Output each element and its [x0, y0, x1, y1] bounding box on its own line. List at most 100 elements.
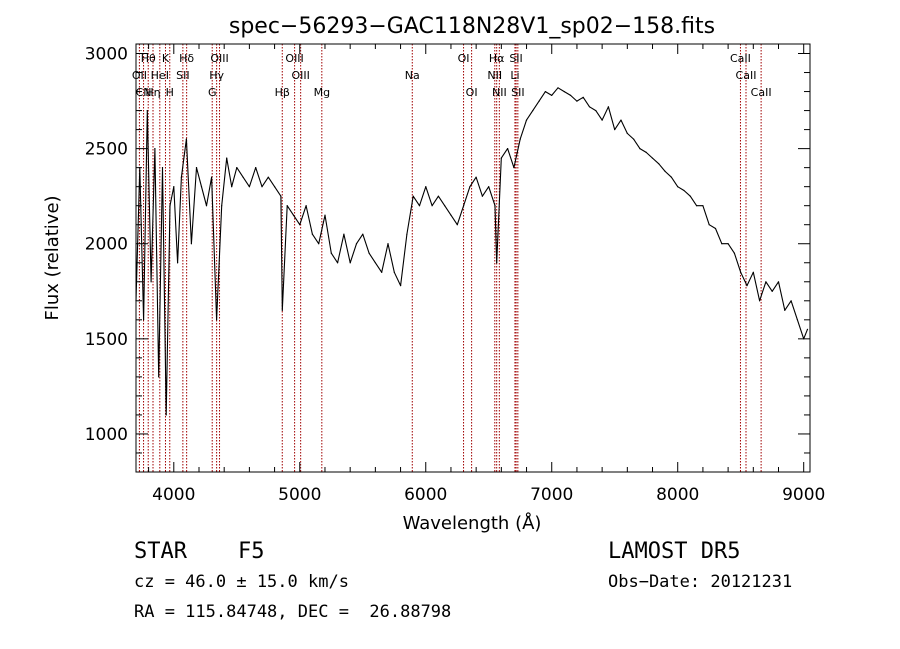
spectrum-point — [614, 129, 616, 131]
spectrum-point — [702, 205, 704, 207]
spectrum-point — [242, 176, 244, 178]
spectrum-point — [349, 262, 351, 264]
spectrum-point — [582, 96, 584, 98]
spectrum-point — [601, 119, 603, 121]
spectrum-point — [784, 309, 786, 311]
spectrum-point — [362, 233, 364, 235]
spectrum-point — [727, 243, 729, 245]
spectrum-point — [488, 186, 490, 188]
spectrum-point — [324, 214, 326, 216]
spectrum-point — [318, 243, 320, 245]
x-tick-label: 5000 — [278, 485, 321, 505]
spectrum-point — [400, 285, 402, 287]
plot-frame — [135, 43, 811, 473]
spectrum-point — [525, 119, 528, 121]
spectrum-point — [752, 271, 754, 273]
spectrum-point — [588, 106, 591, 108]
spectrum-point — [337, 262, 339, 264]
spectrum-point — [281, 309, 283, 311]
spectral-line-label: Hθ — [141, 52, 156, 65]
spectrum-point — [475, 176, 477, 178]
spectral-line-label: OII — [132, 69, 147, 82]
spectral-line-label: SII — [509, 52, 522, 65]
y-axis-label: Flux (relative) — [42, 195, 63, 320]
spectrum-point — [165, 414, 167, 416]
spectral-line-label: Na — [405, 69, 420, 82]
spectrum-point — [708, 224, 710, 226]
y-tick-label: 1500 — [85, 330, 128, 350]
spectrum-point — [343, 233, 345, 235]
spectrum-point — [777, 281, 780, 283]
x-tick-label: 7000 — [530, 485, 573, 505]
spectral-line-label: SII — [511, 86, 524, 99]
spectrum-point — [444, 205, 446, 207]
spectrum-point — [211, 176, 213, 178]
spectrum-point — [721, 243, 723, 245]
spectrum-point — [393, 271, 395, 273]
x-tick-label: 8000 — [656, 485, 699, 505]
spectrum-point — [557, 87, 559, 89]
spectrum-point — [406, 233, 408, 235]
spectrum-point — [796, 319, 799, 321]
x-axis-label: Wavelength (Å) — [403, 512, 542, 534]
spectrum-point — [507, 148, 509, 150]
spectrum-point — [261, 186, 263, 188]
spectrum-point — [551, 94, 553, 96]
spectrum-point — [689, 195, 691, 197]
spectrum-point — [154, 148, 156, 150]
y-tick-label: 2500 — [85, 140, 128, 160]
spectrum-point — [500, 157, 502, 159]
y-tick-label: 3000 — [85, 45, 128, 65]
spectrum-point — [450, 214, 452, 216]
spectrum-point — [255, 167, 257, 169]
spectrum-point — [463, 205, 465, 207]
spectrum-point — [771, 290, 773, 292]
spectrum-point — [305, 205, 307, 207]
spectrum-point — [620, 119, 622, 121]
spectral-line-label: CN — [136, 86, 152, 99]
spectral-line-label: HeI — [151, 69, 169, 82]
chart-title: spec−56293−GAC118N28V1_sp02−158.fits — [229, 14, 715, 39]
spectrum-point — [431, 205, 433, 207]
spectrum-point — [169, 205, 171, 207]
spectral-line-label: OI — [466, 86, 478, 99]
spectral-line-label: SII — [176, 69, 189, 82]
series-layer — [135, 87, 809, 416]
spectrum-point — [299, 224, 301, 226]
spectrum-point — [683, 189, 685, 192]
coordinates: RA = 115.84748, DEC = 26.88798 — [134, 602, 452, 622]
spectrum-point — [195, 167, 198, 169]
spectrum-point — [563, 91, 565, 93]
spectrum-point — [173, 186, 175, 188]
spectrum-point — [425, 186, 427, 188]
axis-ticks: 4000 5000 6000 7000 8000 9000 1000 1500 2000 2500… — [85, 44, 825, 505]
y-tick-label: 2000 — [85, 235, 128, 255]
spectrum-point — [161, 167, 164, 169]
spectral-line-label: CaII — [751, 86, 772, 99]
spectrum-point — [216, 319, 218, 321]
spectrum-point — [806, 328, 809, 330]
spectrum-point — [532, 110, 534, 112]
spectrum-point — [180, 176, 182, 178]
spectrum-point — [645, 151, 647, 153]
spectrum-point — [633, 138, 635, 140]
spectrum-point — [759, 300, 761, 302]
spectrum-point — [381, 271, 383, 273]
spectral-line-label: Hη — [145, 86, 160, 99]
spectrum-point — [670, 176, 673, 178]
spectral-line-label: OIII — [285, 52, 303, 65]
spectral-line-labels: Hθ K Hδ OIII OIII OI Hα SII CaII OII HeI SII Hγ OIII N… — [132, 52, 772, 99]
spectrum-point — [280, 195, 282, 197]
spectrum-point — [292, 214, 295, 216]
spectral-line-label: CaII — [736, 69, 757, 82]
spectrum-point — [226, 157, 228, 159]
x-tick-label: 9000 — [782, 485, 825, 505]
spectral-line-label: Hβ — [275, 86, 290, 99]
spectral-line-label: CaII — [730, 52, 751, 65]
spectrum-point — [607, 106, 610, 108]
spectrum-point — [286, 205, 288, 207]
spectrum-point — [496, 262, 498, 264]
spectrum-point — [158, 376, 160, 378]
spectrum-point — [765, 281, 767, 283]
spectrum-point — [437, 195, 439, 197]
